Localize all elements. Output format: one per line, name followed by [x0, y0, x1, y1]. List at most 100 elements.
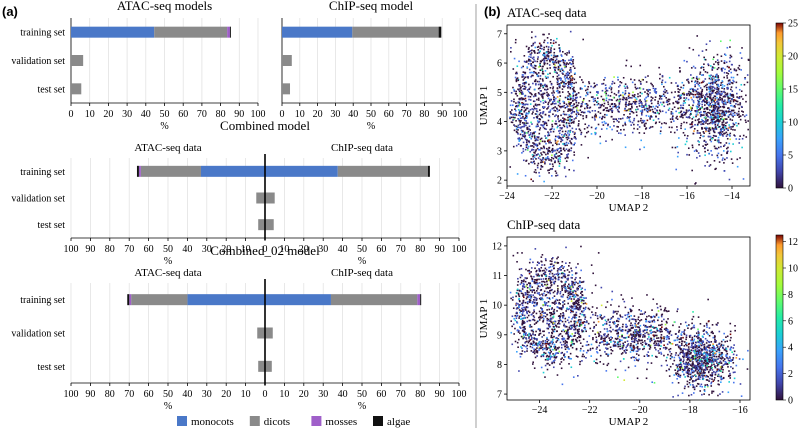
scatter-point [539, 60, 542, 62]
bar-dicots [154, 26, 228, 38]
scatter-point [684, 101, 687, 104]
scatter-point [714, 105, 716, 107]
scatter-point [683, 352, 686, 355]
scatter-point [705, 374, 708, 377]
scatter-point [644, 104, 647, 106]
scatter-point [717, 375, 719, 377]
scatter-point [529, 334, 532, 336]
scatter-point [677, 88, 679, 90]
scatter-point [624, 146, 627, 149]
scatter-point [528, 325, 531, 327]
scatter-point [575, 105, 578, 108]
scatter-point [531, 31, 533, 33]
scatter-point [564, 289, 567, 292]
scatter-point [546, 94, 548, 96]
scatter-point [708, 128, 710, 130]
scatter-point [556, 149, 559, 152]
scatter-point [531, 278, 534, 281]
scatter-point [698, 333, 700, 336]
scatter-point [559, 150, 561, 153]
scatter-point [526, 311, 528, 314]
scatter-point [525, 337, 527, 339]
scatter-point [707, 135, 710, 138]
scatter-point [729, 132, 732, 135]
scatter-point [676, 155, 679, 158]
scatter-point [579, 76, 581, 78]
scatter-point [693, 89, 696, 91]
scatter-point [737, 67, 740, 69]
scatter-point [528, 272, 531, 275]
scatter-point [580, 245, 582, 248]
scatter-point [704, 337, 707, 340]
scatter-point [525, 297, 528, 300]
scatter-point [580, 298, 582, 301]
scatter-point [689, 126, 692, 129]
scatter-point [512, 68, 515, 70]
scatter-point [736, 124, 738, 127]
scatter-point [721, 70, 723, 72]
scatter-point [631, 97, 633, 99]
scatter-point [518, 101, 521, 104]
scatter-point [556, 87, 559, 90]
scatter-point [725, 135, 728, 137]
scatter-point [685, 367, 687, 369]
scatter-point [688, 82, 690, 84]
scatter-point [705, 144, 707, 146]
scatter-point [639, 110, 642, 112]
scatter-point [527, 314, 530, 317]
scatter-point [547, 324, 550, 326]
scatter-point [541, 297, 543, 300]
scatter-point [720, 84, 722, 86]
scatter-point [710, 121, 712, 124]
scatter-point [539, 329, 541, 332]
scatter-point [541, 342, 544, 345]
scatter-point [519, 127, 522, 129]
scatter-point [703, 329, 706, 331]
scatter-point [703, 56, 705, 59]
scatter-point [697, 140, 699, 142]
scatter-point [526, 347, 529, 350]
scatter-point [577, 301, 580, 304]
scatter-point [552, 265, 554, 268]
scatter-point [541, 47, 543, 50]
scatter-point [509, 117, 511, 120]
scatter-point [733, 69, 736, 72]
scatter-point [572, 104, 574, 107]
scatter-point [655, 115, 657, 118]
scatter-point [712, 96, 715, 99]
scatter-point [694, 83, 697, 86]
y-tick-label: 2 [497, 176, 502, 187]
scatter-point [711, 154, 713, 156]
scatter-point [552, 366, 555, 369]
scatter-point [681, 368, 684, 371]
scatter-point [729, 339, 732, 342]
scatter-point [541, 344, 544, 346]
scatter-point [529, 295, 532, 297]
scatter-point [677, 381, 680, 384]
scatter-point [529, 284, 532, 287]
x-tick-label: 80 [105, 244, 115, 255]
scatter-point [656, 106, 659, 108]
scatter-point [730, 336, 732, 339]
scatter-point [562, 314, 565, 317]
scatter-point [535, 344, 538, 346]
scatter-point [565, 262, 567, 264]
scatter-point [724, 158, 726, 161]
scatter-point [529, 324, 532, 326]
scatter-point [723, 76, 725, 79]
scatter-point [683, 344, 686, 347]
scatter-point [539, 42, 541, 45]
scatter-point [663, 85, 665, 88]
scatter-point [523, 286, 526, 289]
scatter-point [546, 283, 549, 286]
scatter-point [631, 121, 634, 124]
scatter-point [588, 82, 591, 85]
scatter-point [518, 330, 520, 332]
scatter-point [575, 321, 577, 324]
scatter-point [710, 105, 713, 107]
scatter-point [718, 92, 721, 95]
scatter-point [517, 133, 519, 135]
scatter-point [517, 280, 520, 283]
scatter-point [523, 60, 526, 63]
scatter-point [656, 112, 659, 114]
